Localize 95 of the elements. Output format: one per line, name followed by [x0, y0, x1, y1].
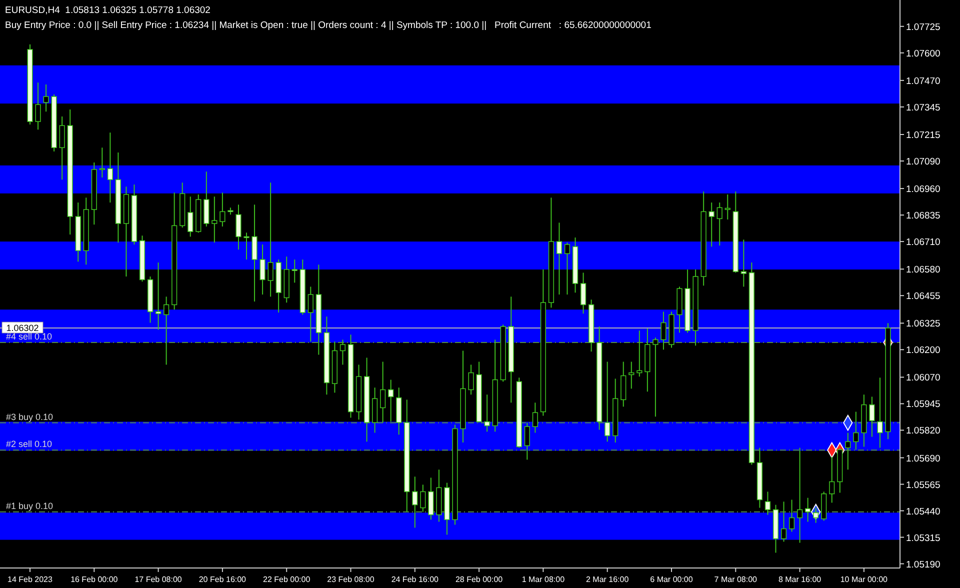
candlestick: [164, 296, 170, 366]
candlestick: [652, 337, 658, 418]
candlestick: [740, 239, 746, 288]
y-tick-label: 1.06835: [906, 210, 940, 222]
candlestick: [252, 204, 258, 302]
candlestick: [420, 484, 426, 512]
candlestick: [724, 194, 730, 220]
y-tick-label: 1.06455: [906, 291, 940, 302]
candlestick: [708, 202, 714, 248]
candlestick: [628, 361, 634, 390]
candlestick: [604, 361, 610, 442]
x-tick-label: 17 Feb 08:00: [134, 575, 182, 584]
candlestick: [428, 477, 434, 520]
ref-line-label: #1 buy 0.10: [6, 500, 54, 511]
candlestick: [292, 259, 298, 284]
candlestick: [212, 196, 218, 244]
candlestick: [805, 497, 811, 522]
candlestick: [813, 507, 819, 524]
y-tick-label: 1.05440: [906, 506, 940, 518]
y-tick-label: 1.06325: [906, 318, 940, 330]
x-tick-label: 6 Mar 00:00: [650, 575, 694, 584]
candlestick: [796, 447, 803, 544]
candlestick: [468, 364, 474, 396]
candlestick: [780, 501, 787, 542]
x-tick-label: 14 Feb 2023: [8, 575, 54, 584]
x-tick-label: 24 Feb 16:00: [391, 575, 440, 584]
ref-line-label: 1.06302: [6, 323, 39, 334]
candlestick: [260, 244, 266, 296]
x-tick-label: 2 Mar 16:00: [586, 575, 630, 584]
candlestick: [556, 222, 562, 296]
ref-line-label: #2 sell 0.10: [6, 439, 52, 450]
candlestick: [532, 402, 538, 434]
x-tick-label: 10 Mar 00:00: [840, 575, 888, 584]
y-tick-label: 1.05690: [906, 453, 940, 464]
candlestick: [99, 147, 105, 178]
candlestick: [484, 394, 490, 432]
x-tick-label: 22 Feb 00:00: [263, 575, 311, 584]
candlestick: [869, 396, 875, 438]
y-tick-label: 1.06200: [906, 345, 940, 356]
y-tick-label: 1.06960: [906, 184, 940, 196]
candlestick: [764, 491, 771, 516]
candlestick: [107, 132, 113, 204]
y-tick-label: 1.05315: [906, 532, 940, 544]
ref-line-label: #3 buy 0.10: [6, 412, 54, 422]
y-tick-label: 1.07090: [906, 156, 940, 168]
candlestick: [340, 339, 346, 366]
candlestick: [853, 411, 859, 450]
candlestick: [236, 204, 242, 250]
y-tick-label: 1.05820: [906, 426, 940, 437]
candlestick: [829, 456, 835, 504]
chart-title: EURUSD,H4 1.05813 1.06325 1.05778 1.06302: [5, 5, 210, 16]
candlestick: [388, 379, 394, 422]
candlestick: [188, 196, 194, 238]
candlestick: [43, 84, 49, 112]
x-tick-label: 20 Feb 16:00: [198, 575, 247, 584]
text: Buy Entry Price : 0.0 || Sell Entry Price : 1.06234 || Market is Open : true || Orders count : 4 || Symbols TP : 100.0 || Profit Current : 65.66200000000001: [5, 20, 652, 31]
x-tick-label: 1 Mar 08:00: [522, 575, 566, 584]
candlestick: [268, 182, 274, 298]
candlestick: [220, 192, 226, 227]
y-tick-label: 1.05945: [906, 399, 940, 410]
y-tick-label: 1.07470: [906, 76, 940, 87]
x-tick-label: 28 Feb 00:00: [455, 575, 504, 584]
candlestick: [716, 202, 722, 246]
candlestick: [308, 286, 314, 342]
candlestick: [59, 116, 65, 180]
y-tick-label: 1.05190: [906, 559, 940, 570]
y-tick-label: 1.06070: [906, 372, 940, 384]
candlestick: [877, 377, 883, 448]
candlestick: [155, 262, 162, 330]
y-tick-label: 1.06710: [906, 237, 940, 248]
candlestick: [204, 171, 210, 227]
y-tick-label: 1.07215: [906, 130, 940, 141]
candlestick: [845, 432, 851, 470]
ref-line-label: #4 sell 0.10: [6, 331, 52, 342]
x-tick-label: 8 Mar 16:00: [778, 575, 822, 584]
x-tick-label: 7 Mar 08:00: [714, 575, 758, 584]
y-tick-label: 1.07725: [906, 22, 940, 33]
candlestick: [620, 361, 626, 408]
candlestick: [372, 387, 378, 434]
y-tick-label: 1.05565: [906, 480, 940, 491]
candlestick: [412, 476, 418, 528]
candlestick: [524, 422, 530, 460]
candlestick: [35, 82, 41, 130]
candlestick: [564, 242, 570, 296]
candlestick: [636, 330, 642, 378]
candlestick: [660, 311, 666, 350]
y-tick-label: 1.07600: [906, 48, 940, 60]
x-tick-label: 23 Feb 08:00: [327, 575, 375, 584]
candlestick: [580, 272, 586, 314]
candlestick: [380, 361, 386, 424]
x-tick-label: 16 Feb 00:00: [70, 575, 118, 584]
y-tick-label: 1.06580: [906, 264, 940, 276]
candlestick: [244, 232, 250, 260]
candlestick: [788, 499, 795, 532]
y-tick-label: 1.07345: [906, 102, 940, 114]
